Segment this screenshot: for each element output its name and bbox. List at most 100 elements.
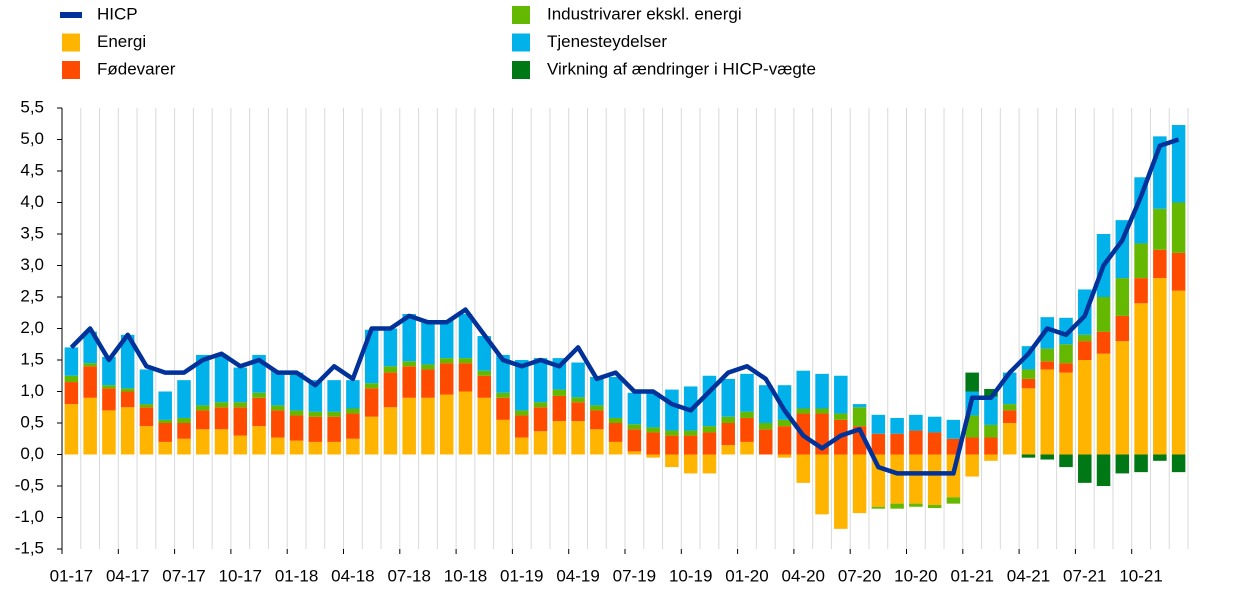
bar (1021, 388, 1036, 455)
bar (364, 416, 379, 455)
bar (815, 373, 829, 409)
bar (120, 334, 135, 389)
bar (871, 414, 886, 434)
y-tick-label: -0,5 (15, 475, 44, 494)
x-tick-label: 04-17 (106, 566, 149, 585)
bar (64, 375, 79, 383)
bar (777, 426, 792, 455)
bar (158, 419, 172, 423)
y-tick-label: -1,0 (15, 507, 44, 526)
bar (1078, 341, 1092, 360)
bar (665, 389, 679, 431)
legend-label: Industrivarer ekskl. energi (547, 4, 742, 23)
bar (383, 328, 398, 367)
bar (852, 404, 867, 408)
bar (233, 367, 248, 403)
bar (1059, 344, 1073, 364)
x-tick-label: 01-18 (275, 566, 318, 585)
bar (815, 454, 829, 515)
legend-label: Virkning af ændringer i HICP-vægte (547, 59, 816, 78)
bar (702, 454, 717, 474)
legend-swatch (512, 61, 530, 79)
bar (571, 402, 585, 422)
bar (965, 415, 979, 438)
bar (233, 407, 248, 436)
bar (139, 426, 154, 455)
legend-label: Fødevarer (97, 59, 176, 78)
x-tick-label: 07-17 (162, 566, 205, 585)
bar (177, 417, 191, 423)
bar (890, 417, 904, 434)
bar (1096, 454, 1111, 486)
bar (1040, 369, 1055, 455)
bar (83, 366, 97, 398)
bar (552, 421, 567, 455)
bar (608, 441, 623, 455)
bar (195, 410, 210, 430)
bar (984, 437, 998, 455)
bar (590, 429, 604, 455)
bar (439, 320, 454, 359)
bar (1153, 249, 1167, 279)
bar (177, 423, 191, 439)
bar (496, 397, 510, 420)
bar (139, 407, 154, 427)
bar (796, 454, 811, 483)
bar (758, 429, 773, 455)
bar (909, 430, 923, 455)
bar (721, 378, 735, 417)
bar (627, 451, 642, 455)
bar (683, 435, 698, 455)
bar (252, 397, 266, 427)
bar (364, 383, 379, 389)
bar (477, 370, 492, 376)
x-tick-label: 07-20 (838, 566, 881, 585)
bar (83, 331, 97, 364)
bar (383, 407, 398, 455)
legend-label: HICP (97, 4, 138, 23)
bar (552, 389, 567, 396)
bar (815, 408, 829, 414)
bar (496, 419, 510, 455)
bar (120, 407, 135, 455)
bar (214, 402, 229, 408)
bar (233, 402, 248, 408)
bar (1040, 454, 1055, 460)
bar (120, 388, 135, 392)
bar (665, 435, 679, 455)
bar (552, 395, 567, 422)
bar (139, 404, 154, 408)
bar (158, 423, 172, 442)
bar (1171, 454, 1186, 473)
bar (214, 354, 229, 403)
bar (984, 424, 998, 438)
bar (1002, 404, 1017, 411)
bar (1153, 454, 1167, 461)
bar (1059, 363, 1073, 373)
bar (758, 385, 773, 423)
bar (177, 438, 191, 455)
bar (421, 320, 435, 365)
bar (965, 372, 979, 392)
bar (289, 440, 304, 455)
bar (834, 454, 848, 529)
legend-swatch (512, 6, 530, 24)
bar (946, 419, 961, 439)
x-tick-label: 01-21 (950, 566, 993, 585)
bar (1059, 454, 1073, 468)
bar (1096, 353, 1111, 455)
bar (1002, 423, 1017, 455)
bar (289, 372, 304, 411)
bar (402, 314, 416, 362)
bar (102, 385, 116, 389)
bar (646, 454, 660, 458)
bar (439, 394, 454, 455)
bar (834, 375, 848, 414)
x-tick-label: 01-17 (50, 566, 93, 585)
bar (683, 430, 698, 436)
bar (458, 391, 473, 455)
bar (289, 415, 304, 441)
bar (383, 372, 398, 408)
bar (909, 414, 923, 431)
y-tick-label: 3,5 (20, 223, 44, 242)
